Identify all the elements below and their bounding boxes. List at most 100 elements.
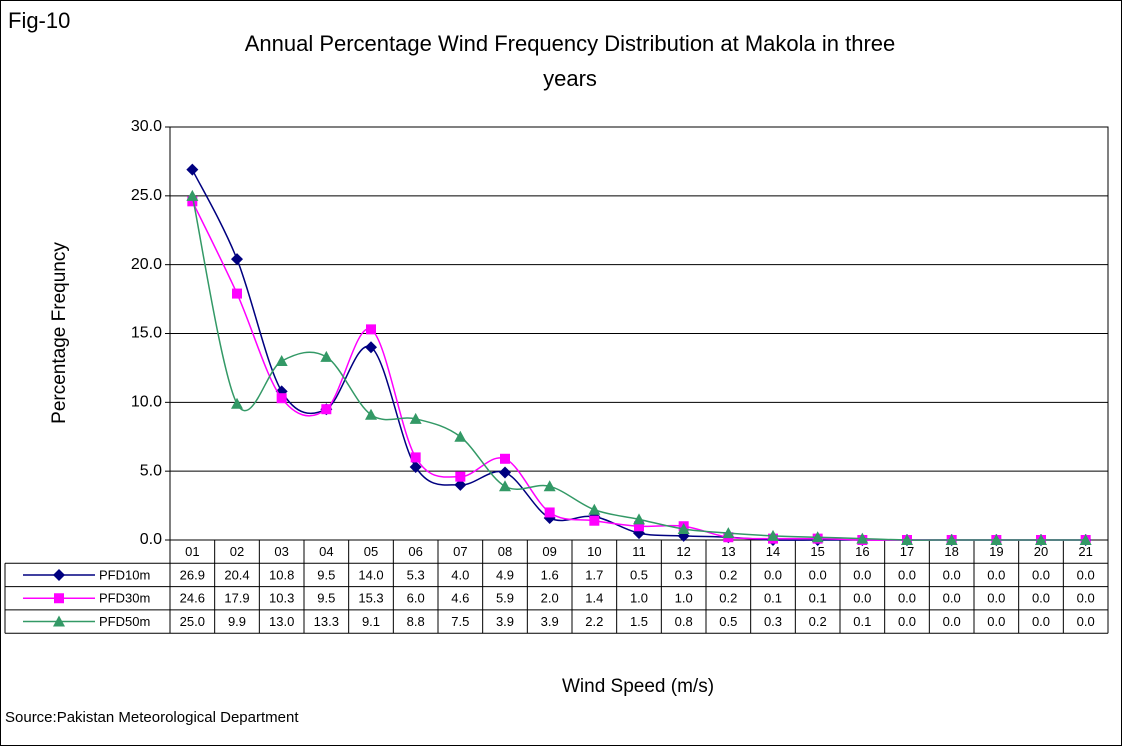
y-tick-label: 10.0 [131,394,162,411]
marker [321,404,332,415]
table-value: 9.1 [362,614,380,629]
table-value: 0.2 [719,567,737,582]
marker [365,341,377,354]
y-tick-label: 15.0 [131,325,162,342]
x-tick-label: 02 [230,544,244,559]
marker [366,324,376,335]
table-value: 1.6 [541,567,559,582]
table-value: 0.0 [987,614,1005,629]
marker [410,452,421,463]
marker [1079,534,1092,545]
marker [276,393,287,404]
table-value: 4.9 [496,567,514,582]
marker [811,531,824,543]
table-value: 10.8 [269,567,294,582]
marker [945,534,958,545]
table-value: 0.0 [809,567,827,582]
marker [543,480,556,492]
table-value: 4.6 [451,591,469,606]
marker [901,534,913,545]
table-value: 0.0 [943,614,961,629]
marker [500,453,510,464]
marker [856,532,869,544]
x-tick-label: 16 [855,544,869,559]
table-value: 0.2 [809,614,827,629]
marker [320,350,333,362]
marker [990,534,1003,545]
table-value: 0.1 [809,591,827,606]
table-value: 0.0 [1032,567,1050,582]
marker [187,196,198,207]
x-tick-label: 21 [1078,544,1092,559]
table-value: 13.3 [314,614,339,629]
table-value: 6.0 [407,591,425,606]
table-value: 0.5 [630,567,648,582]
table-value: 13.0 [269,614,294,629]
table-value: 5.3 [407,567,425,582]
table-value: 1.0 [630,591,648,606]
marker [231,253,243,266]
table-value: 0.2 [719,591,737,606]
y-tick-label: 5.0 [140,462,162,479]
x-tick-label: 06 [408,544,422,559]
table-value: 0.3 [764,614,782,629]
x-tick-label: 14 [766,544,780,559]
marker [722,527,735,539]
marker [767,529,779,541]
table-value: 1.5 [630,614,648,629]
table-value: 0.0 [987,567,1005,582]
table-value: 7.5 [451,614,469,629]
legend-label: PFD30m [99,591,150,606]
table-value: 0.0 [943,567,961,582]
marker [455,471,466,482]
chart-title: Annual Percentage Wind Frequency Distrib… [245,31,896,91]
table-value: 8.8 [407,614,425,629]
table-value: 0.0 [943,591,961,606]
marker [1035,534,1047,545]
table-value: 3.9 [541,614,559,629]
x-tick-label: 04 [319,544,333,559]
table-value: 4.0 [451,567,469,582]
x-tick-label: 09 [542,544,556,559]
x-tick-label: 01 [185,544,199,559]
table-value: 0.0 [1032,591,1050,606]
table-value: 2.0 [541,591,559,606]
source: Source:Pakistan Meteorological Departmen… [5,709,299,726]
x-tick-label: 17 [900,544,914,559]
table-value: 1.7 [585,567,603,582]
table-value: 5.9 [496,591,514,606]
marker [454,430,467,442]
table-value: 0.0 [1077,591,1095,606]
marker [365,408,377,420]
table-value: 0.0 [898,591,916,606]
marker [589,515,600,526]
table-value: 0.3 [675,567,693,582]
x-tick-label: 05 [364,544,378,559]
marker [499,466,511,479]
legend-marker [53,568,65,581]
table-value: 26.9 [180,567,205,582]
x-tick-label: 20 [1034,544,1048,559]
table-value: 17.9 [224,591,249,606]
legend-marker [54,593,64,604]
x-tick-label: 08 [498,544,512,559]
table-value: 24.6 [180,591,205,606]
marker [544,507,555,518]
marker [231,397,243,409]
series-line [191,195,1086,541]
marker [633,513,645,525]
table-value: 9.9 [228,614,246,629]
table-value: 15.3 [358,591,383,606]
table-value: 9.5 [317,591,335,606]
x-tick-label: 10 [587,544,601,559]
table-value: 9.5 [317,567,335,582]
table-value: 1.4 [585,591,603,606]
table-value: 0.8 [675,614,693,629]
x-tick-label: 07 [453,544,467,559]
x-tick-label: 11 [632,544,646,559]
y-tick-label: 25.0 [131,187,162,204]
legend-label: PFD10m [99,567,150,582]
plot-border [169,126,1109,541]
